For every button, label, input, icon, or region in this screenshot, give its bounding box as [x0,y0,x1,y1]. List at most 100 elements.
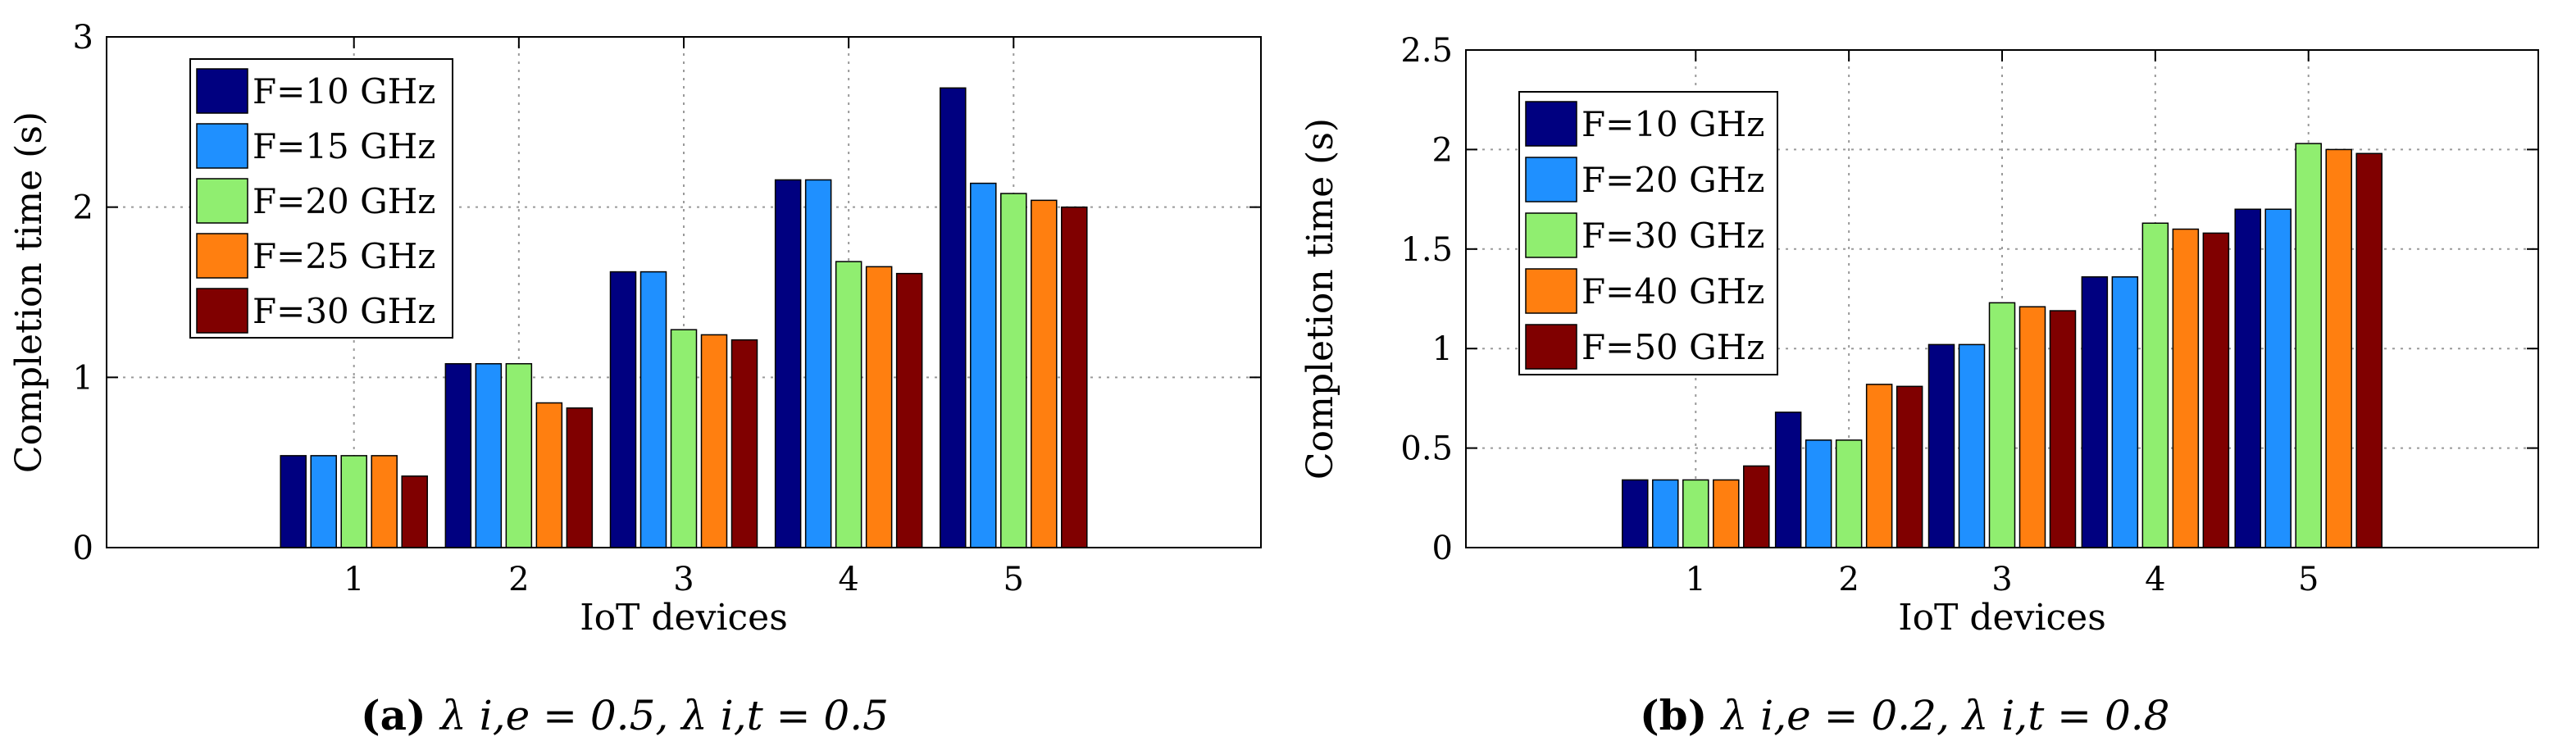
bar-f-10-ghz-device-5 [2234,208,2261,548]
legend-swatch [196,123,248,169]
caption-math: λ i,e = 0.5, λ i,t = 0.5 [439,692,889,739]
bar-f-10-ghz-device-3 [1927,343,1955,548]
bar-f-30-ghz-device-1 [1682,479,1709,548]
bar-f-30-ghz-device-2 [566,407,594,548]
y-tick-label: 2 [73,189,93,227]
bar-f-25-ghz-device-4 [865,266,893,548]
axes-frame [106,36,1262,548]
axes-frame [1465,49,2539,548]
bar-f-30-ghz-device-4 [2141,222,2169,548]
y-tick-label: 1.5 [1400,231,1453,269]
bar-f-20-ghz-device-2 [505,362,533,548]
bar-f-30-ghz-device-3 [1988,302,2016,548]
y-tick-label: 1 [73,359,93,397]
bar-f-20-ghz-device-5 [1000,193,1027,548]
caption-label: (b) [1640,691,1722,739]
bar-f-15-ghz-device-3 [639,271,667,548]
y-tick-label: 1 [1432,330,1453,368]
legend-entry: F=15 GHz [253,126,435,166]
bar-f-25-ghz-device-1 [371,455,398,548]
x-tick-label: 5 [2298,561,2319,598]
legend-entry: F=30 GHz [1582,216,1764,256]
legend-swatch [1525,157,1577,202]
bar-f-15-ghz-device-4 [804,179,832,548]
bar-f-40-ghz-device-2 [1865,384,1893,548]
bar-f-15-ghz-device-1 [310,455,337,548]
bar-f-30-ghz-device-4 [895,272,923,548]
legend-entry: F=25 GHz [253,236,435,276]
bar-f-10-ghz-device-1 [280,455,307,548]
y-axis-label: Completion time (s) [1299,118,1341,480]
bar-f-20-ghz-device-5 [2264,208,2292,548]
legend-entry: F=10 GHz [1582,104,1764,144]
bar-f-20-ghz-device-1 [1652,479,1679,548]
bar-f-10-ghz-device-1 [1622,479,1649,548]
legend-swatch [196,288,248,334]
bar-f-50-ghz-device-3 [2049,310,2077,548]
x-tick-label: 1 [344,561,364,598]
x-tick-label: 3 [1991,561,2012,598]
y-tick-label: 2.5 [1400,32,1453,70]
legend-swatch [196,68,248,114]
bar-f-40-ghz-device-5 [2325,148,2352,548]
figure-caption: (a) λ i,e = 0.5, λ i,t = 0.5 [361,691,889,739]
bar-f-10-ghz-device-2 [444,362,472,548]
bar-f-25-ghz-device-2 [535,402,563,548]
bar-f-10-ghz-device-5 [940,87,967,548]
legend-swatch [1525,101,1577,147]
bar-f-20-ghz-device-1 [340,455,367,548]
bar-f-20-ghz-device-4 [2111,276,2139,548]
x-tick-label: 2 [508,561,529,598]
chart-panel-b: 0 0.5 1 1.5 2 2.5 1 2 3 4 5 IoT devices Completion t… [1299,32,2539,739]
bar-f-50-ghz-device-1 [1743,465,1770,548]
legend-entry: F=20 GHz [1582,160,1764,200]
bar-f-20-ghz-device-3 [670,329,698,548]
bar-f-30-ghz-device-1 [401,475,428,548]
bar-f-30-ghz-device-2 [1835,439,1863,548]
x-axis-label: IoT devices [1898,597,2106,639]
bar-f-25-ghz-device-5 [1031,199,1058,548]
bar-f-40-ghz-device-4 [2172,228,2200,548]
bar-f-15-ghz-device-2 [475,362,503,548]
bar-f-30-ghz-device-5 [1061,206,1088,548]
bar-f-20-ghz-device-3 [1958,343,1986,548]
legend: F=10 GHz F=20 GHz F=30 GHz F=40 GHz F=50 GHz [1518,91,1778,375]
x-tick-label: 4 [2145,561,2165,598]
caption-label: (a) [361,691,440,739]
legend-entry: F=10 GHz [253,71,435,111]
bar-f-30-ghz-device-3 [730,339,758,548]
y-tick-label: 0 [73,530,93,567]
bar-f-10-ghz-device-2 [1774,412,1802,548]
x-tick-label: 5 [1004,561,1024,598]
bar-f-10-ghz-device-4 [2081,276,2109,548]
figure-caption: (b) λ i,e = 0.2, λ i,t = 0.8 [1640,691,2170,739]
legend-swatch [196,233,248,279]
y-tick-label: 2 [1432,131,1453,169]
y-tick-label: 3 [73,19,93,57]
legend-entry: F=40 GHz [1582,271,1764,312]
legend-swatch [1525,268,1577,314]
caption-math: λ i,e = 0.2, λ i,t = 0.8 [1720,692,2170,739]
chart-panel-a: 0 1 2 3 1 2 3 4 5 IoT devices Completion time (s) F… [8,19,1262,739]
x-axis-label: IoT devices [580,597,788,639]
x-tick-label: 3 [673,561,694,598]
x-tick-label: 1 [1686,561,1706,598]
bar-f-15-ghz-device-5 [970,182,997,548]
legend: F=10 GHz F=15 GHz F=20 GHz F=25 GHz F=30 GHz [189,58,453,339]
y-tick-label: 0.5 [1400,430,1453,468]
bar-f-40-ghz-device-3 [2018,306,2046,548]
y-tick-label: 0 [1432,530,1453,567]
bar-f-50-ghz-device-4 [2202,232,2230,548]
y-axis-label: Completion time (s) [8,111,50,473]
legend-entry: F=20 GHz [253,181,435,221]
legend-entry: F=30 GHz [253,291,435,331]
legend-swatch [196,178,248,224]
x-tick-label: 2 [1838,561,1859,598]
legend-swatch [1525,212,1577,258]
bar-f-50-ghz-device-2 [1896,385,1923,548]
bar-f-20-ghz-device-4 [835,261,862,548]
legend-entry: F=50 GHz [1582,327,1764,367]
bar-f-20-ghz-device-2 [1805,439,1832,548]
bar-f-25-ghz-device-3 [700,334,728,548]
